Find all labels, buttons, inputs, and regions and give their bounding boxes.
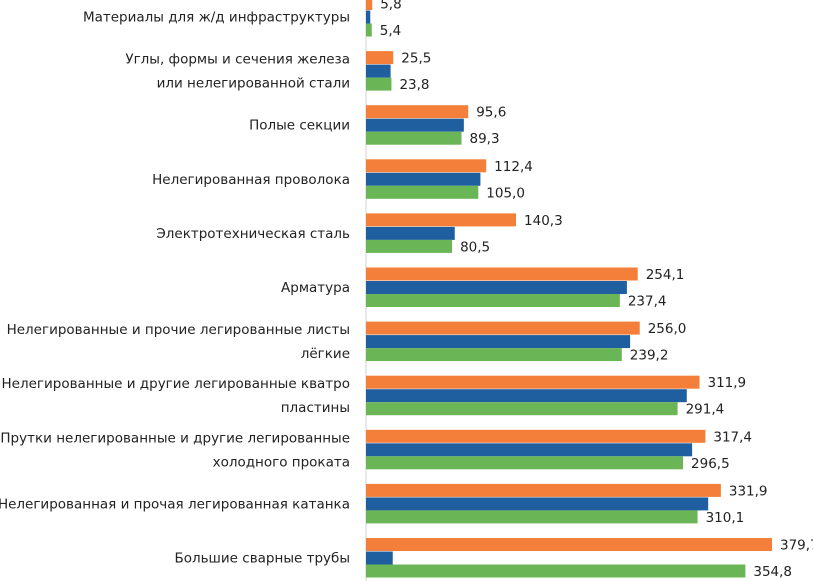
- series-blue-bar: [366, 64, 391, 78]
- category-label: Материалы для ж/д инфраструктуры: [83, 10, 350, 26]
- category-label: пластины: [281, 400, 350, 416]
- series-orange-value-label: 5,8: [380, 0, 401, 13]
- category-label: Прутки нелегированные и другие легирован…: [0, 430, 350, 446]
- series-green-bar: [366, 239, 453, 253]
- series-green-value-label: 354,8: [753, 564, 792, 580]
- series-green-bar: [366, 77, 392, 91]
- series-green-value-label: 23,8: [399, 77, 429, 93]
- series-orange-value-label: 311,9: [708, 375, 747, 391]
- series-green-bar: [366, 23, 372, 37]
- category-label: Нелегированная и прочая легированная кат…: [0, 496, 350, 512]
- series-orange-value-label: 379,7: [780, 538, 813, 554]
- series-orange-value-label: 254,1: [646, 267, 685, 283]
- category-label: Полые секции: [249, 118, 350, 134]
- series-orange-bar: [366, 321, 640, 335]
- series-green-value-label: 310,1: [706, 510, 745, 526]
- series-green-value-label: 291,4: [686, 402, 725, 418]
- series-orange-bar: [366, 213, 517, 227]
- category-label: Электротехническая сталь: [156, 226, 350, 242]
- series-orange-value-label: 256,0: [648, 321, 687, 337]
- category-label: или нелегированной стали: [157, 76, 350, 92]
- series-green-bar: [366, 185, 479, 199]
- series-orange-bar: [366, 375, 700, 389]
- series-blue-bar: [366, 551, 393, 565]
- series-blue-bar: [366, 281, 627, 294]
- series-green-bar: [366, 402, 678, 416]
- series-blue-bar: [366, 10, 371, 24]
- series-orange-bar: [366, 429, 706, 443]
- series-orange-value-label: 25,5: [401, 51, 431, 67]
- series-green-value-label: 105,0: [486, 185, 525, 201]
- series-orange-bar: [366, 159, 487, 173]
- series-orange-bar: [366, 538, 772, 551]
- category-label: Большие сварные трубы: [174, 551, 350, 567]
- series-green-bar: [366, 131, 462, 145]
- series-green-value-label: 89,3: [469, 131, 499, 147]
- category-label: Нелегированные и прочие легированные лис…: [7, 322, 350, 338]
- series-blue-bar: [366, 389, 687, 403]
- series-blue-bar: [366, 172, 481, 186]
- series-orange-value-label: 112,4: [494, 159, 533, 175]
- series-green-bar: [366, 564, 746, 578]
- series-blue-bar: [366, 443, 693, 457]
- category-label: Нелегированные и другие легированные ква…: [2, 376, 351, 392]
- series-orange-bar: [366, 0, 373, 10]
- series-blue-bar: [366, 226, 455, 240]
- category-label: лёгкие: [301, 346, 350, 362]
- category-label: Арматура: [281, 280, 350, 296]
- series-orange-value-label: 95,6: [476, 105, 506, 121]
- series-orange-bar: [366, 105, 469, 119]
- series-green-bar: [366, 294, 620, 307]
- series-green-bar: [366, 510, 698, 524]
- series-blue-bar: [366, 118, 464, 132]
- series-orange-value-label: 331,9: [729, 483, 768, 499]
- category-label: Нелегированная проволока: [152, 172, 350, 188]
- series-orange-value-label: 140,3: [524, 213, 563, 229]
- series-green-bar: [366, 348, 622, 362]
- category-label: Углы, формы и сечения железа: [125, 52, 350, 68]
- series-green-value-label: 296,5: [691, 456, 730, 472]
- series-green-value-label: 239,2: [630, 348, 669, 364]
- series-blue-bar: [366, 497, 709, 511]
- series-green-value-label: 80,5: [460, 239, 490, 255]
- series-orange-bar: [366, 51, 394, 65]
- series-orange-value-label: 317,4: [713, 429, 752, 445]
- series-green-bar: [366, 456, 684, 470]
- category-label: холодного проката: [213, 454, 350, 470]
- series-orange-bar: [366, 267, 638, 281]
- series-green-value-label: 5,4: [380, 23, 401, 39]
- series-green-value-label: 237,4: [628, 294, 667, 310]
- series-orange-bar: [366, 483, 721, 497]
- series-blue-bar: [366, 335, 631, 349]
